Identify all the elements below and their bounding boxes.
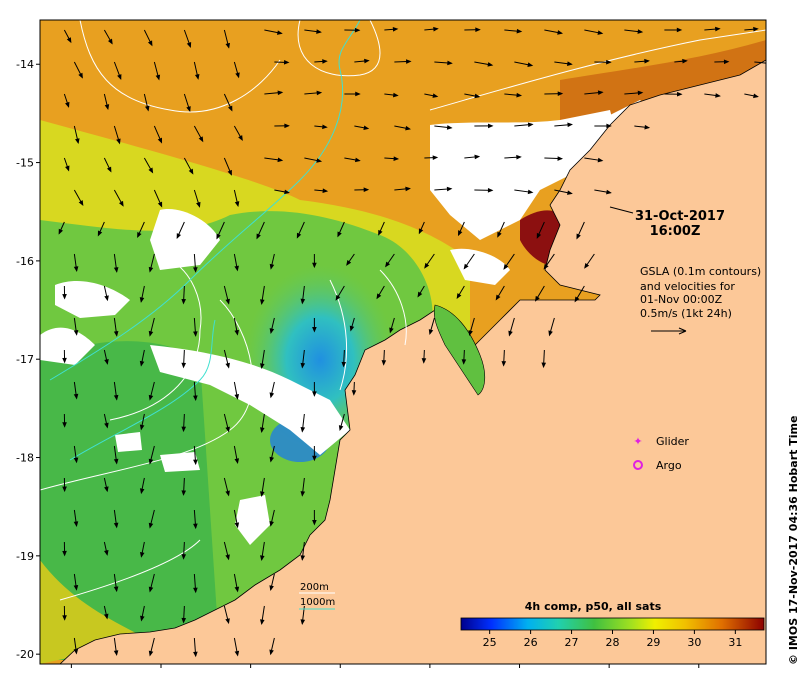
y-tick-label: -15 <box>16 157 34 170</box>
colorbar-gradient <box>461 618 764 630</box>
y-tick-label: -19 <box>16 550 34 563</box>
y-tick-label: -14 <box>16 58 34 71</box>
colorbar-tick-label: 29 <box>646 636 660 649</box>
obs-time-label: 16:00Z <box>650 224 701 239</box>
colorbar-tick-label: 28 <box>606 636 620 649</box>
colorbar-tick-label: 26 <box>524 636 538 649</box>
y-tick-label: -20 <box>16 648 34 661</box>
velocity-arrowhead <box>766 62 770 65</box>
y-tick-label: -17 <box>16 353 34 366</box>
plot-area <box>40 20 770 664</box>
y-axis: -14 -15 -16 -17 -18 -19 -20 <box>16 58 40 661</box>
gsla-note-line2: and velocities for <box>640 280 735 293</box>
imos-credit: © IMOS 17-Nov-2017 04:36 Hobart Time <box>787 416 800 665</box>
isobath-200-label: 200m <box>300 582 329 593</box>
argo-label: Argo <box>656 459 682 472</box>
obs-date-label: 31-Oct-2017 <box>635 209 725 224</box>
x-axis: 119120121122123124125126 <box>61 664 709 672</box>
y-tick-label: -18 <box>16 452 34 465</box>
glider-marker: ✦ <box>633 435 642 448</box>
colorbar-title: 4h comp, p50, all sats <box>525 600 662 613</box>
colorbar-tick-label: 27 <box>565 636 579 649</box>
colorbar-tick-label: 31 <box>728 636 742 649</box>
y-tick-label: -16 <box>16 255 34 268</box>
gsla-note-line1: GSLA (0.1m contours) <box>640 265 761 278</box>
colorbar-tick-label: 25 <box>483 636 497 649</box>
gsla-note-line4: 0.5m/s (1kt 24h) <box>640 307 732 320</box>
colorbar-tick-label: 30 <box>687 636 701 649</box>
gsla-note-line3: 01-Nov 00:00Z <box>640 293 723 306</box>
isobath-1000-label: 1000m <box>300 597 335 608</box>
glider-label: Glider <box>656 435 689 448</box>
